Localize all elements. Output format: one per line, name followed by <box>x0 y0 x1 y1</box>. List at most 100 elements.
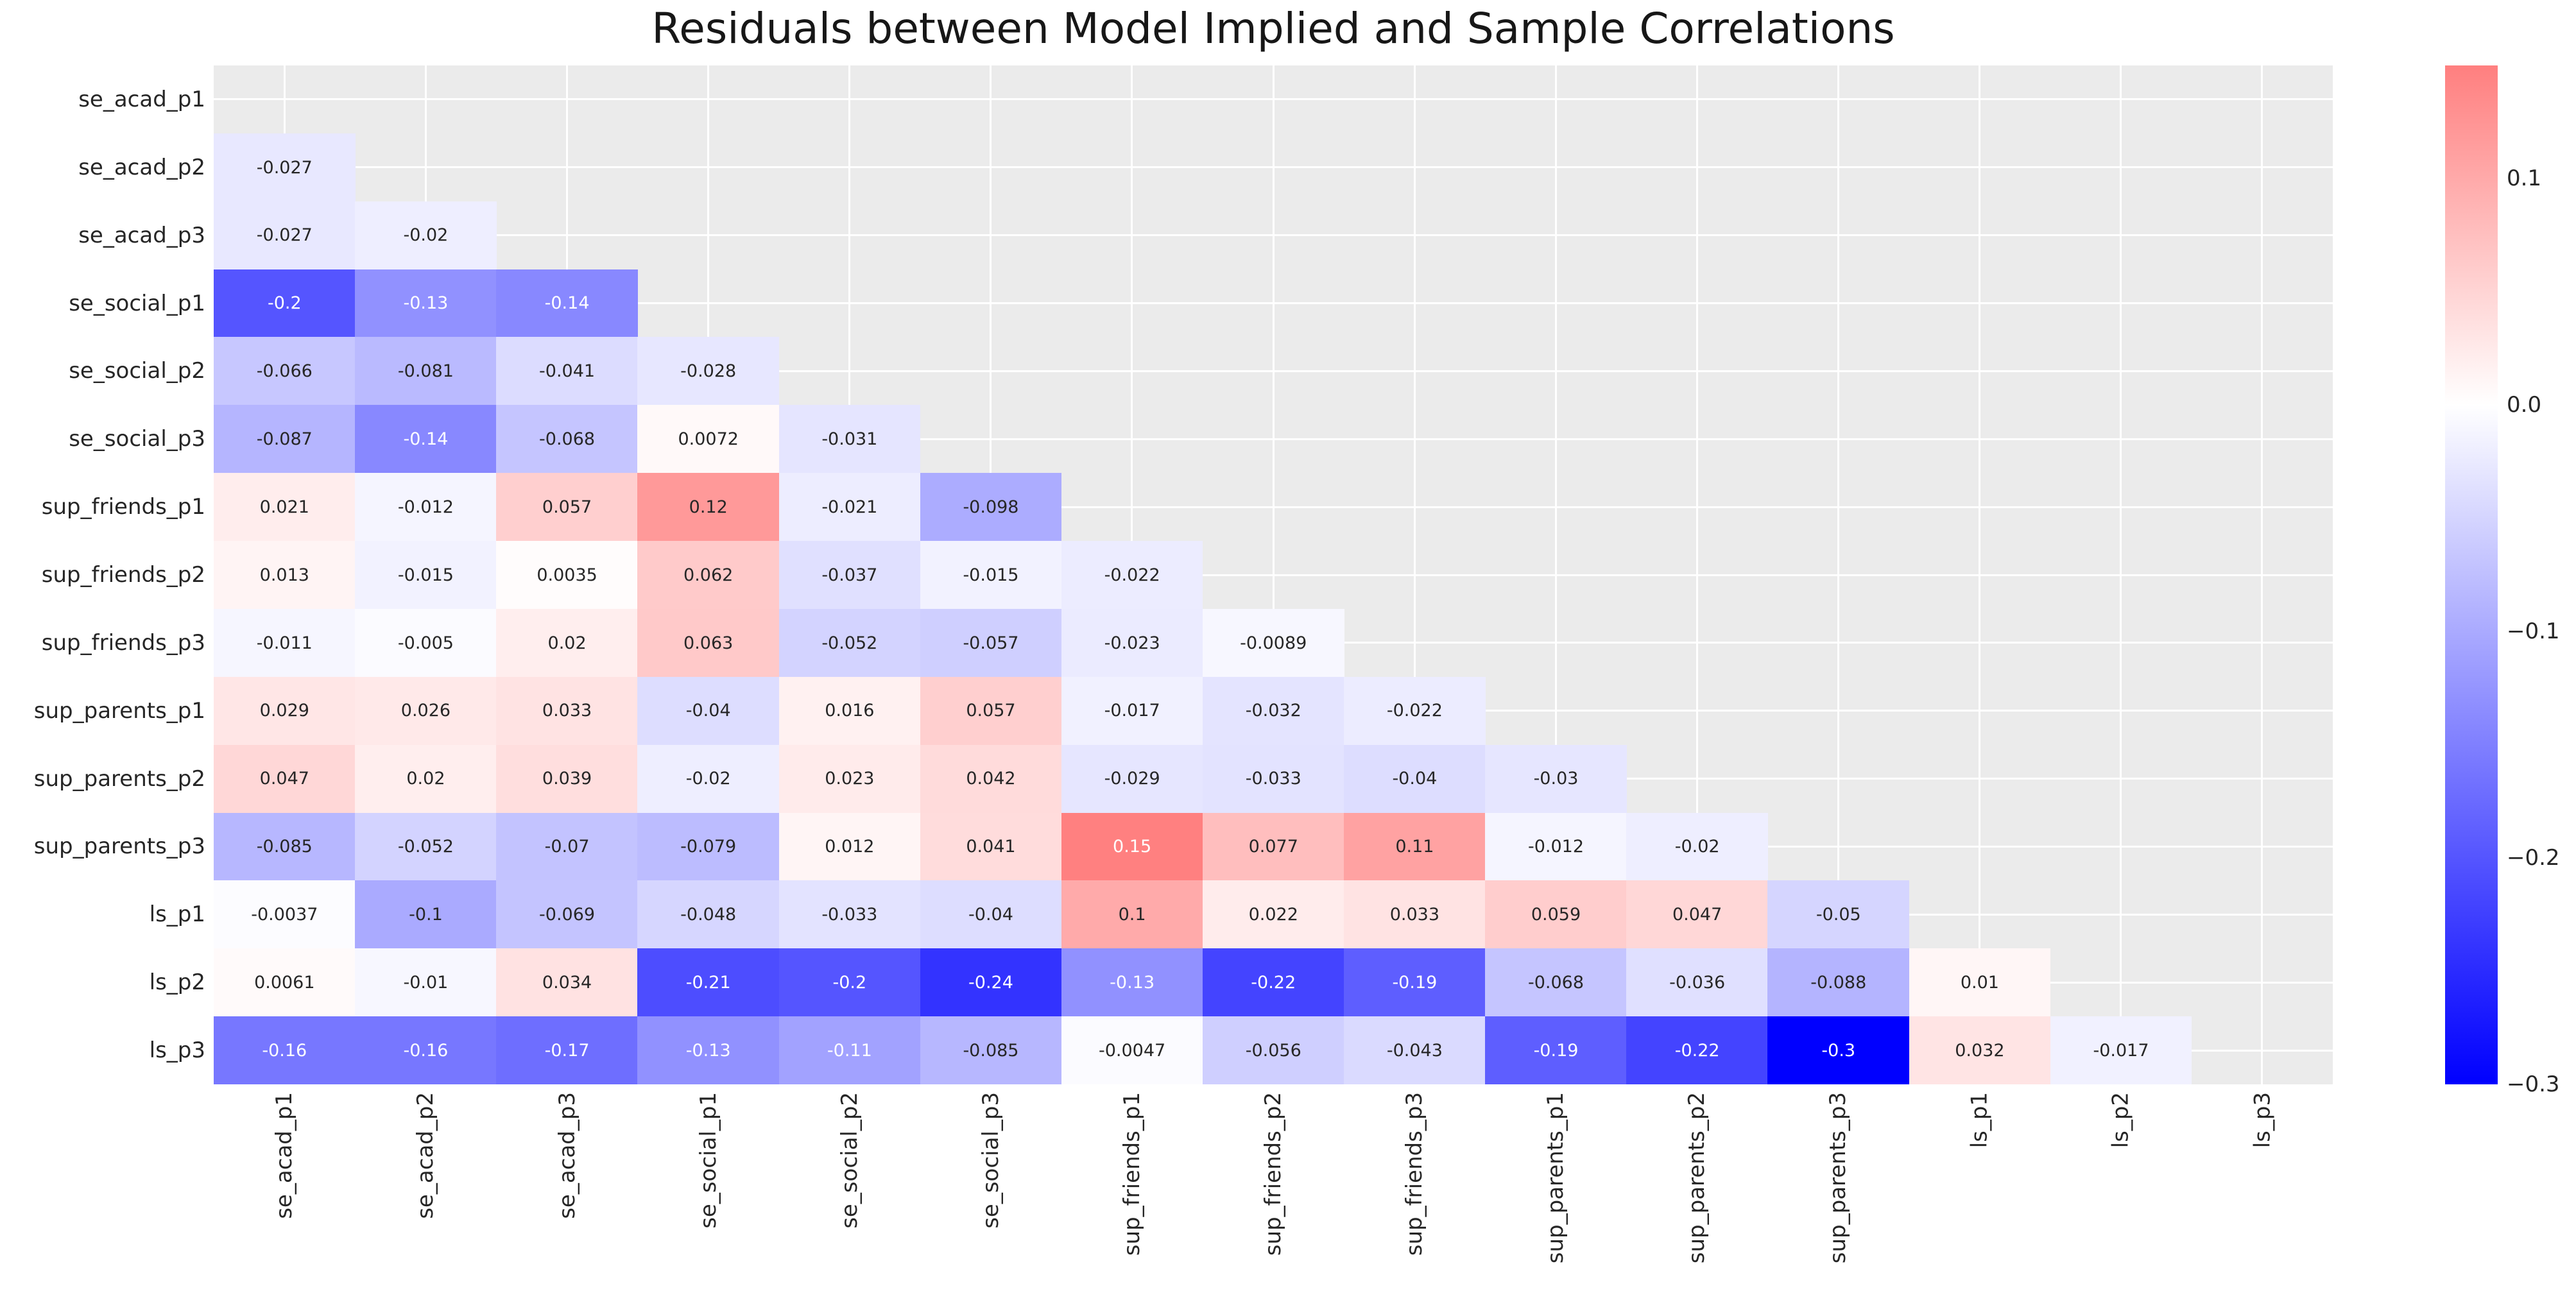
heatmap-cell: -0.022 <box>1061 541 1203 610</box>
heatmap-plot-area: -0.027 -0.027 -0.02 -0.2 -0.13 -0.14 -0.066 -0.… <box>214 65 2333 1085</box>
heatmap-cell: -0.087 <box>214 405 356 474</box>
heatmap-cell: -0.017 <box>2050 1016 2192 1085</box>
heatmap-cell: -0.14 <box>496 269 638 337</box>
x-tick-label: se_social_p1 <box>695 1092 721 1229</box>
x-tick-label: se_social_p2 <box>836 1092 863 1229</box>
y-tick-label: sup_parents_p2 <box>33 765 205 792</box>
heatmap-cell: -0.02 <box>637 744 780 814</box>
heatmap-cell: -0.17 <box>496 1016 638 1085</box>
heatmap-cell: -0.1 <box>355 880 497 949</box>
heatmap-cell: -0.085 <box>920 1016 1062 1085</box>
heatmap-cell: 0.032 <box>1909 1016 2051 1085</box>
heatmap-cell: -0.012 <box>355 473 497 542</box>
x-tick-label: ls_p2 <box>2108 1092 2134 1149</box>
heatmap-cell: 0.0072 <box>637 405 780 474</box>
heatmap-cell: -0.2 <box>214 269 356 337</box>
gridline-vertical <box>1979 65 1981 1084</box>
y-tick-label: se_social_p2 <box>69 358 205 384</box>
heatmap-cell: -0.098 <box>920 473 1062 542</box>
heatmap-cell: 0.01 <box>1909 948 2051 1017</box>
heatmap-cell: 0.057 <box>496 473 638 542</box>
heatmap-cell: -0.3 <box>1767 1016 1910 1085</box>
heatmap-cell: -0.052 <box>778 608 921 678</box>
x-tick-label: ls_p1 <box>1966 1092 1993 1149</box>
heatmap-cell: -0.021 <box>778 473 921 542</box>
colorbar-gradient <box>2445 65 2498 1084</box>
heatmap-cell: -0.19 <box>1344 948 1486 1017</box>
heatmap-cell: 0.0035 <box>496 541 638 610</box>
x-tick-label: se_acad_p1 <box>271 1092 298 1219</box>
gridline-vertical <box>1554 65 1557 1084</box>
heatmap-cell: -0.21 <box>637 948 780 1017</box>
y-tick-label: sup_friends_p1 <box>41 494 205 520</box>
gridline-vertical <box>1837 65 1840 1084</box>
heatmap-cell: 0.0061 <box>214 948 356 1017</box>
x-tick-label: sup_parents_p3 <box>1825 1092 1851 1264</box>
heatmap-cell: 0.059 <box>1485 880 1627 949</box>
x-tick-label: se_social_p3 <box>977 1092 1004 1229</box>
gridline-vertical <box>2120 65 2122 1084</box>
colorbar-tick-label: 0.0 <box>2507 392 2542 418</box>
heatmap-cell: -0.031 <box>778 405 921 474</box>
heatmap-cell: -0.2 <box>778 948 921 1017</box>
heatmap-cell: -0.04 <box>637 676 780 746</box>
heatmap-cell: 0.029 <box>214 676 356 746</box>
heatmap-cell: 0.02 <box>496 608 638 678</box>
x-tick-label: sup_parents_p2 <box>1684 1092 1710 1264</box>
heatmap-cell: -0.037 <box>778 541 921 610</box>
x-tick-label: sup_parents_p1 <box>1543 1092 1569 1264</box>
x-tick-label: ls_p3 <box>2249 1092 2275 1149</box>
gridline-vertical <box>1272 65 1275 1084</box>
heatmap-cell: -0.048 <box>637 880 780 949</box>
heatmap-cell: 0.012 <box>778 812 921 881</box>
heatmap-cell: -0.069 <box>496 880 638 949</box>
heatmap-cell: -0.13 <box>1061 948 1203 1017</box>
y-tick-label: se_acad_p3 <box>78 222 205 248</box>
heatmap-cell: -0.066 <box>214 337 356 406</box>
heatmap-cell: -0.088 <box>1767 948 1910 1017</box>
heatmap-cell: 0.12 <box>637 473 780 542</box>
heatmap-cell: 0.11 <box>1344 812 1486 881</box>
heatmap-cell: 0.057 <box>920 676 1062 746</box>
heatmap-cell: -0.19 <box>1485 1016 1627 1085</box>
heatmap-cell: -0.0037 <box>214 880 356 949</box>
heatmap-cell: -0.068 <box>1485 948 1627 1017</box>
heatmap-cell: -0.22 <box>1202 948 1344 1017</box>
heatmap-cell: -0.14 <box>355 405 497 474</box>
heatmap-cell: 0.013 <box>214 541 356 610</box>
heatmap-cell: -0.052 <box>355 812 497 881</box>
heatmap-cell: -0.068 <box>496 405 638 474</box>
heatmap-cell: 0.15 <box>1061 812 1203 881</box>
heatmap-cell: -0.029 <box>1061 744 1203 814</box>
heatmap-cell: -0.02 <box>1626 812 1768 881</box>
heatmap-cell: -0.085 <box>214 812 356 881</box>
heatmap-cell: 0.033 <box>1344 880 1486 949</box>
heatmap-cell: -0.043 <box>1344 1016 1486 1085</box>
heatmap-cell: -0.0089 <box>1202 608 1344 678</box>
heatmap-cell: -0.028 <box>637 337 780 406</box>
heatmap-cell: -0.0047 <box>1061 1016 1203 1085</box>
heatmap-cell: -0.012 <box>1485 812 1627 881</box>
gridline-vertical <box>1696 65 1698 1084</box>
heatmap-cell: -0.05 <box>1767 880 1910 949</box>
x-tick-label: sup_friends_p1 <box>1119 1092 1145 1256</box>
heatmap-cell: -0.032 <box>1202 676 1344 746</box>
y-tick-label: sup_parents_p1 <box>33 697 205 724</box>
heatmap-cell: 0.077 <box>1202 812 1344 881</box>
heatmap-cell: -0.03 <box>1485 744 1627 814</box>
y-tick-label: se_acad_p2 <box>78 154 205 180</box>
colorbar-tick-label: −0.1 <box>2507 619 2560 645</box>
x-tick-label: se_acad_p2 <box>413 1092 439 1219</box>
heatmap-cell: -0.056 <box>1202 1016 1344 1085</box>
y-tick-label: ls_p2 <box>149 969 205 996</box>
heatmap-cell: 0.022 <box>1202 880 1344 949</box>
chart-title: Residuals between Model Implied and Samp… <box>651 4 1895 53</box>
y-tick-label: se_social_p3 <box>69 426 205 452</box>
heatmap-cell: -0.015 <box>920 541 1062 610</box>
heatmap-cell: -0.04 <box>1344 744 1486 814</box>
heatmap-cell: -0.04 <box>920 880 1062 949</box>
heatmap-cell: -0.11 <box>778 1016 921 1085</box>
heatmap-cell: -0.057 <box>920 608 1062 678</box>
heatmap-cell: -0.027 <box>214 201 356 270</box>
